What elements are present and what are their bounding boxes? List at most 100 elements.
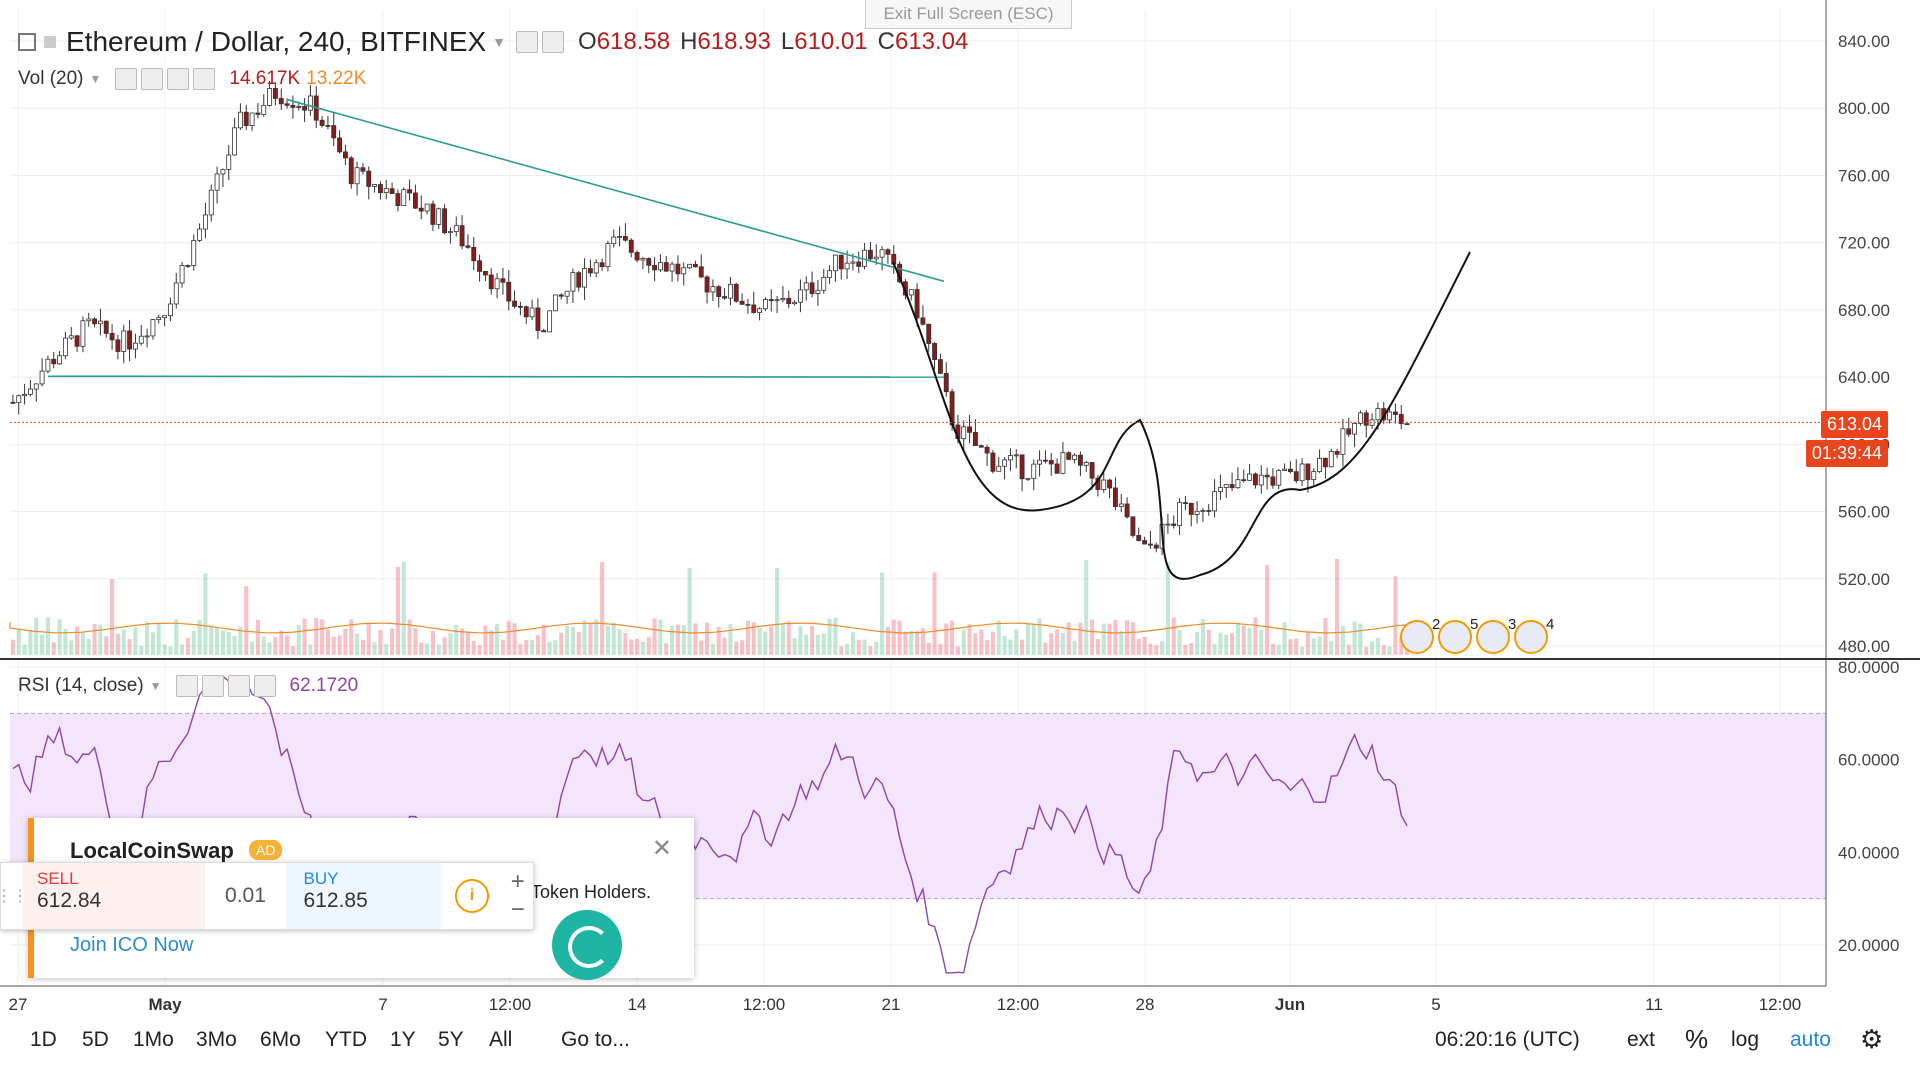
candle-body [57, 355, 63, 365]
ad-link[interactable]: Join ICO Now [70, 934, 194, 956]
minus-icon[interactable]: − [510, 896, 525, 923]
event-count: 5 [1470, 616, 1479, 633]
candle-body [1060, 452, 1066, 474]
candle-body [821, 277, 827, 291]
close-label: C [877, 28, 895, 55]
volume-bar [139, 645, 144, 655]
volume-bar [839, 646, 844, 655]
volume-bar [419, 642, 424, 655]
price-tick-label: 520.00 [1838, 570, 1890, 589]
candle-body [809, 282, 815, 294]
chevron-down-icon[interactable]: ▼ [89, 72, 102, 86]
volume-bar [203, 573, 208, 655]
event-count: 3 [1508, 616, 1517, 633]
time-tick-label: 11 [1645, 995, 1663, 1014]
plus-icon[interactable]: + [510, 868, 525, 895]
candle-body [1136, 535, 1142, 541]
volume-bar [1370, 641, 1375, 655]
range-button[interactable]: 5Y [438, 1028, 464, 1051]
candle-body [850, 261, 856, 264]
event-marker[interactable]: 5 [1438, 616, 1478, 654]
eye-icon[interactable] [175, 675, 198, 697]
plus-icon[interactable] [227, 675, 250, 697]
settings-icon[interactable] [542, 31, 565, 53]
auto-toggle[interactable]: auto [1790, 1028, 1831, 1051]
candle-body [704, 276, 710, 293]
range-button[interactable]: 1D [30, 1028, 57, 1051]
quantity-field[interactable]: 0.01 [225, 884, 266, 907]
ext-toggle[interactable]: ext [1627, 1028, 1656, 1051]
percent-toggle[interactable]: % [1685, 1024, 1709, 1054]
axes: 840.00800.00760.00720.00680.00640.00600.… [0, 0, 1920, 1014]
volume-bar [979, 629, 984, 655]
candle-body [214, 173, 220, 191]
gear-icon[interactable]: ⚙ [1860, 1024, 1884, 1054]
candle-body [45, 358, 51, 372]
close-icon[interactable] [193, 68, 216, 90]
volume-bar [1195, 632, 1200, 655]
volume-bar [699, 640, 704, 655]
candle-body [1147, 543, 1153, 546]
volume-bar [1247, 627, 1252, 655]
range-button[interactable]: 1Y [390, 1028, 416, 1051]
plus-icon[interactable] [167, 68, 190, 90]
event-marker[interactable]: 4 [1514, 616, 1554, 654]
candle-body [832, 254, 838, 272]
eye-icon[interactable] [115, 68, 138, 90]
range-button[interactable]: YTD [325, 1028, 367, 1051]
volume-bar [1078, 622, 1083, 655]
range-button[interactable]: 3Mo [196, 1028, 237, 1051]
buy-button[interactable]: BUY 612.85 [285, 863, 442, 929]
log-toggle[interactable]: log [1731, 1028, 1760, 1051]
eye-icon[interactable] [516, 31, 539, 53]
volume-label[interactable]: Vol (20) [18, 68, 84, 89]
candle-body [541, 330, 547, 333]
close-icon[interactable] [253, 675, 276, 697]
candle-body [447, 231, 453, 234]
event-marker[interactable]: 2 [1400, 616, 1440, 654]
collapse-icon[interactable] [18, 33, 36, 51]
range-button[interactable]: 1Mo [133, 1028, 174, 1051]
volume-bar [1305, 631, 1310, 655]
event-marker[interactable]: 3 [1476, 616, 1516, 654]
volume-bar [1300, 646, 1305, 655]
candle-body [1229, 484, 1235, 489]
volume-bar [681, 625, 686, 655]
range-button[interactable]: 5D [82, 1028, 109, 1051]
utc-clock[interactable]: 06:20:16 (UTC) [1435, 1028, 1580, 1051]
drag-handle-icon[interactable]: ⋮⋮ [0, 888, 28, 905]
candle-body [1363, 412, 1369, 426]
candle-body [716, 286, 722, 297]
volume-bar [104, 636, 109, 655]
time-tick-label: Jun [1275, 995, 1305, 1014]
volume-bar [1335, 558, 1340, 655]
rsi-label[interactable]: RSI (14, close) [18, 675, 144, 696]
settings-icon[interactable] [201, 675, 224, 697]
volume-bar [355, 633, 360, 655]
candle-body [1293, 471, 1299, 482]
goto-button[interactable]: Go to... [561, 1028, 630, 1051]
chevron-down-icon[interactable]: ▼ [492, 34, 507, 50]
close-icon[interactable]: ✕ [651, 835, 672, 862]
range-button[interactable]: All [489, 1028, 513, 1051]
candle-body [442, 208, 448, 234]
range-button[interactable]: 6Mo [260, 1028, 301, 1051]
volume-bar [1148, 643, 1153, 655]
symbol-title[interactable]: Ethereum / Dollar, 240, BITFINEX [66, 26, 487, 57]
candle-body [407, 189, 413, 194]
price-tick-label: 840.00 [1838, 32, 1890, 51]
sell-button[interactable]: SELL 612.84 [23, 863, 206, 929]
info-button[interactable]: i [441, 863, 502, 929]
candle-body [873, 256, 879, 260]
volume-ma-value: 13.22K [306, 68, 367, 89]
volume-bar [273, 637, 278, 655]
exit-fullscreen-button[interactable]: Exit Full Screen (ESC) [865, 0, 1072, 29]
candle-body [844, 262, 850, 270]
time-tick-label: 27 [9, 995, 28, 1014]
chevron-down-icon[interactable]: ▼ [149, 679, 162, 693]
settings-icon[interactable] [141, 68, 164, 90]
ad-title[interactable]: LocalCoinSwap [70, 838, 234, 863]
volume-bar [1387, 646, 1392, 655]
volume-bar [600, 562, 605, 655]
